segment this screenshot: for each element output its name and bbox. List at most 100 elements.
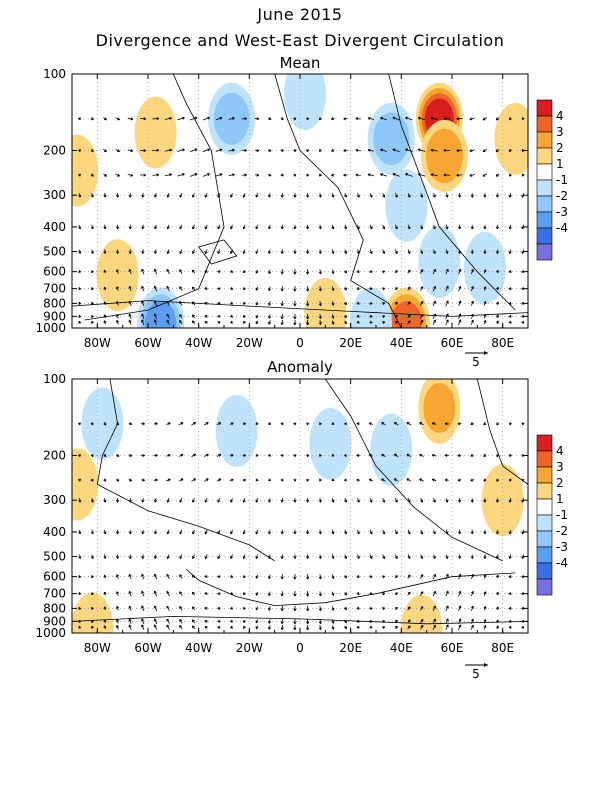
- vector-arrowhead: [268, 608, 272, 611]
- x-tick-label: 60E: [441, 336, 464, 350]
- vector-arrow: [417, 173, 426, 177]
- y-tick-label: 700: [43, 282, 66, 296]
- vector-arrowhead: [522, 422, 525, 426]
- colorbar-label: 4: [556, 444, 564, 458]
- vector-arrowhead: [167, 500, 170, 503]
- reference-arrowhead: [484, 663, 488, 667]
- vector-arrowhead: [445, 618, 449, 621]
- vector-arrowhead: [142, 226, 145, 230]
- vector-arrowhead: [457, 423, 461, 426]
- x-tick-label: 80E: [491, 641, 514, 655]
- vector-arrowhead: [307, 288, 310, 292]
- vector-arrowhead: [255, 303, 259, 306]
- vector-arrowhead: [320, 531, 322, 535]
- vector-arrowhead: [471, 194, 474, 198]
- vector-arrow: [432, 319, 436, 325]
- vector-arrowhead: [509, 500, 512, 503]
- vector-arrowhead: [306, 174, 310, 177]
- vector-arrowhead: [294, 608, 297, 612]
- vector-arrowhead: [469, 150, 473, 153]
- vector-arrowhead: [521, 500, 525, 503]
- vector-arrowhead: [433, 605, 436, 608]
- vector-arrowhead: [167, 556, 170, 559]
- vector-arrowhead: [333, 194, 335, 198]
- vector-arrowhead: [255, 500, 259, 503]
- colorbar-swatch: [536, 115, 553, 133]
- vector-arrowhead: [370, 574, 373, 578]
- vector-arrowhead: [269, 173, 272, 177]
- vector-arrowhead: [217, 626, 220, 630]
- vector-arrowhead: [508, 575, 511, 578]
- vector-arrow: [417, 149, 426, 152]
- vector-arrowhead: [104, 226, 107, 230]
- vector-arrowhead: [307, 531, 310, 535]
- shaded-region: [494, 102, 528, 175]
- vector-arrowhead: [307, 303, 310, 307]
- vector-arrow: [154, 268, 158, 275]
- vector-arrowhead: [458, 313, 461, 316]
- vector-arrowhead: [430, 149, 434, 152]
- reference-vector: 5: [465, 351, 488, 369]
- colorbar-label: -2: [556, 189, 568, 203]
- vector-arrowhead: [217, 576, 220, 579]
- vector-arrowhead: [458, 268, 461, 272]
- vector-arrowhead: [269, 148, 272, 152]
- vector-arrowhead: [243, 608, 246, 610]
- vector-arrow: [445, 319, 449, 326]
- vector-arrowhead: [456, 175, 460, 177]
- vector-arrowhead: [167, 195, 170, 198]
- vector-arrowhead: [129, 422, 133, 425]
- vector-arrowhead: [217, 288, 220, 291]
- vector-arrowhead: [268, 593, 272, 596]
- vector-arrowhead: [294, 322, 297, 326]
- vector-arrow: [445, 605, 449, 612]
- vector-arrow: [367, 173, 374, 177]
- vector-arrowhead: [79, 478, 81, 482]
- y-tick-label: 800: [43, 296, 66, 310]
- vector-arrowhead: [243, 556, 246, 559]
- vector-arrowhead: [370, 320, 373, 323]
- vector-arrowhead: [358, 314, 360, 318]
- vector-arrowhead: [370, 301, 373, 304]
- vector-arrowhead: [509, 556, 512, 559]
- vector-arrow: [469, 173, 475, 177]
- vector-arrow: [392, 173, 400, 177]
- vector-arrowhead: [358, 592, 360, 595]
- vector-arrowhead: [268, 271, 272, 274]
- vector-arrowhead: [445, 313, 449, 316]
- colorbar-label: -3: [556, 540, 568, 554]
- vector-arrowhead: [508, 320, 511, 324]
- vector-arrowhead: [370, 606, 373, 609]
- vector-arrow: [127, 117, 133, 120]
- vector-arrowhead: [483, 455, 487, 457]
- vector-arrowhead: [142, 195, 145, 198]
- vector-arrowhead: [169, 173, 172, 175]
- vector-arrowhead: [255, 316, 259, 319]
- vector-arrowhead: [294, 627, 297, 631]
- vector-arrowhead: [294, 117, 297, 121]
- vector-arrow: [166, 574, 170, 580]
- vector-arrowhead: [521, 195, 525, 198]
- vector-arrowhead: [320, 627, 322, 630]
- colorbar-label: -1: [556, 173, 568, 187]
- vector-arrowhead: [333, 288, 335, 291]
- vector-arrowhead: [244, 173, 247, 176]
- vector-arrow: [154, 319, 158, 326]
- vector-arrowhead: [256, 148, 260, 152]
- vector-arrowhead: [509, 479, 512, 482]
- vector-arrow: [215, 173, 223, 177]
- vector-arrowhead: [117, 478, 120, 482]
- vector-arrowhead: [255, 251, 259, 254]
- vector-arrowhead: [281, 608, 284, 612]
- vector-arrowhead: [508, 592, 511, 595]
- vector-arrowhead: [192, 532, 195, 535]
- vector-arrowhead: [445, 605, 449, 608]
- vector-arrowhead: [204, 321, 207, 324]
- shaded-region: [72, 448, 99, 521]
- vector-arrowhead: [256, 478, 259, 481]
- vector-arrowhead: [445, 268, 449, 271]
- vector-arrowhead: [294, 531, 297, 535]
- vector-arrowhead: [483, 619, 486, 622]
- y-tick-label: 500: [43, 245, 66, 259]
- vector-arrowhead: [179, 251, 183, 254]
